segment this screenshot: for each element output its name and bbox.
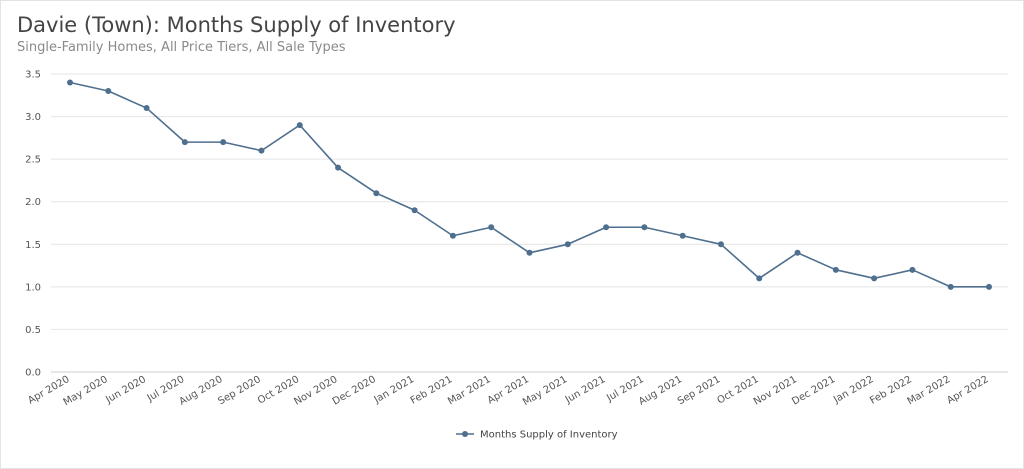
data-point[interactable] [296,122,303,129]
x-tick-label: Aug 2021 [637,374,684,408]
y-tick-label: 2.5 [25,155,41,166]
series-line [69,81,989,288]
x-tick-label: Jan 2022 [831,374,876,406]
data-point[interactable] [679,232,686,239]
data-point[interactable] [143,105,150,112]
y-axis: 0.0 0.5 1.0 1.5 2.0 2.5 3.0 3.5 [25,70,41,379]
data-point[interactable] [105,88,112,95]
data-point[interactable] [220,139,227,146]
data-point[interactable] [564,241,571,248]
x-tick-label: Apr 2022 [945,374,990,406]
y-tick-label: 1.0 [25,282,41,293]
y-tick-label: 1.5 [25,240,41,251]
legend[interactable]: Months Supply of Inventory [456,430,618,441]
x-tick-label: Sep 2020 [216,374,263,407]
data-point[interactable] [986,283,992,290]
data-point[interactable] [947,283,954,290]
y-tick-label: 0.5 [25,325,41,336]
x-tick-label: Dec 2021 [790,374,837,408]
x-tick-label: Mar 2022 [906,374,953,407]
legend-label: Months Supply of Inventory [480,430,618,441]
data-point[interactable] [717,241,724,248]
x-tick-label: Aug 2020 [177,374,224,408]
x-tick-label: Jun 2020 [103,374,148,406]
data-point[interactable] [373,190,380,197]
data-point[interactable] [258,147,265,154]
y-tick-label: 2.0 [25,197,41,208]
y-tick-label: 3.5 [25,70,41,81]
data-point[interactable] [411,207,418,214]
data-point[interactable] [756,275,763,282]
x-tick-label: Jun 2021 [563,374,608,406]
x-tick-label: Sep 2021 [676,374,723,407]
x-tick-label: Mar 2021 [446,374,493,407]
data-point[interactable] [832,266,839,273]
data-point[interactable] [603,224,610,231]
chart-title: Davie (Town): Months Supply of Inventory [17,13,456,37]
data-point[interactable] [794,249,801,256]
y-tick-label: 3.0 [25,112,41,123]
data-point[interactable] [909,266,916,273]
data-point[interactable] [488,224,495,231]
data-point[interactable] [335,164,342,171]
series-layer [67,79,992,290]
legend-marker [462,431,468,437]
x-tick-label: Jan 2021 [372,374,417,406]
grid-lines [51,73,1008,373]
data-point[interactable] [871,275,878,282]
data-point[interactable] [181,139,188,146]
data-point[interactable] [526,249,533,256]
data-point[interactable] [67,79,73,86]
data-point[interactable] [449,232,456,239]
data-point[interactable] [641,224,648,231]
y-tick-label: 0.0 [25,368,41,379]
chart-subtitle: Single-Family Homes, All Price Tiers, Al… [17,40,346,55]
x-tick-label: Dec 2020 [331,374,378,408]
